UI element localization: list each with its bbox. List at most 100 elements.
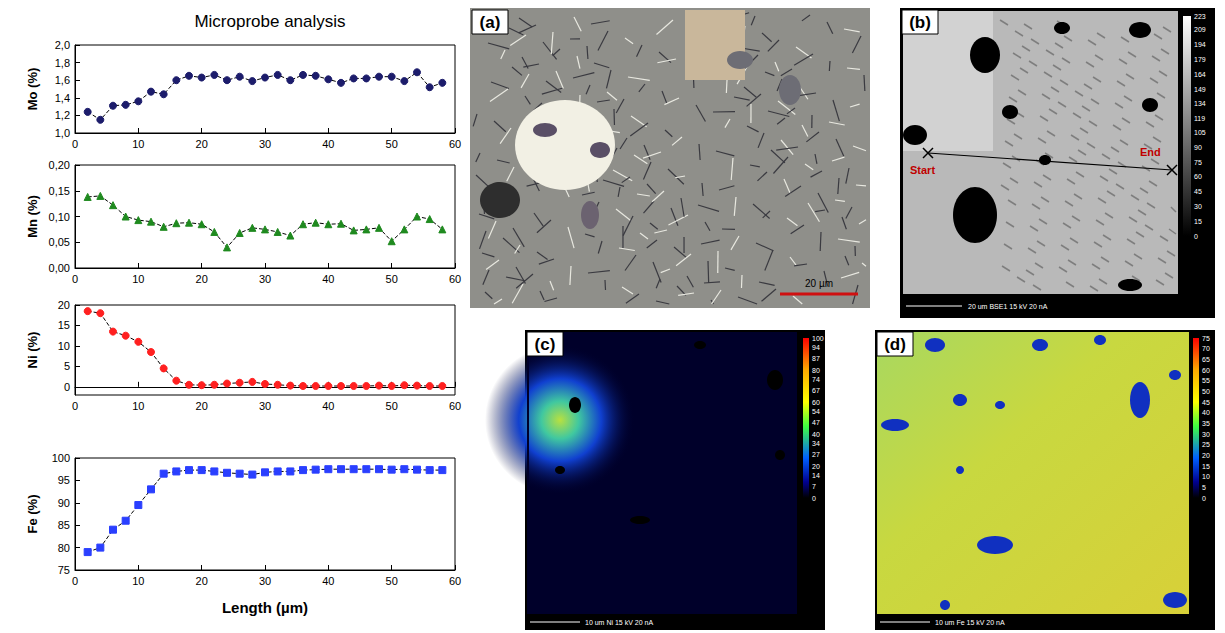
svg-text:Mo (%): Mo (%): [25, 68, 40, 111]
svg-text:0,00: 0,00: [49, 262, 70, 274]
svg-text:10: 10: [1202, 473, 1210, 480]
svg-text:100: 100: [52, 452, 70, 464]
svg-text:134: 134: [1194, 100, 1206, 107]
svg-text:0,15: 0,15: [49, 185, 70, 197]
svg-text:75: 75: [1202, 335, 1210, 342]
svg-text:47: 47: [812, 419, 820, 426]
svg-text:30: 30: [1194, 203, 1202, 210]
svg-text:60: 60: [1194, 173, 1202, 180]
svg-text:(a): (a): [480, 13, 501, 32]
svg-text:60: 60: [449, 273, 461, 285]
svg-text:90: 90: [58, 497, 70, 509]
svg-text:40: 40: [322, 575, 334, 587]
svg-text:30: 30: [259, 400, 271, 412]
svg-text:Start: Start: [910, 164, 935, 176]
svg-text:Fe (%): Fe (%): [25, 495, 40, 534]
svg-text:80: 80: [58, 542, 70, 554]
svg-text:5: 5: [64, 360, 70, 372]
svg-text:40: 40: [322, 400, 334, 412]
svg-text:(d): (d): [884, 335, 906, 354]
svg-text:45: 45: [1194, 188, 1202, 195]
svg-text:1,2: 1,2: [55, 109, 70, 121]
svg-text:Ni (%): Ni (%): [25, 332, 40, 369]
svg-text:65: 65: [1202, 356, 1210, 363]
svg-text:67: 67: [812, 387, 820, 394]
svg-text:60: 60: [1202, 367, 1210, 374]
svg-text:20: 20: [196, 400, 208, 412]
svg-text:15: 15: [58, 319, 70, 331]
svg-text:100: 100: [812, 335, 824, 342]
svg-text:End: End: [1140, 146, 1161, 158]
svg-text:80: 80: [812, 367, 820, 374]
svg-text:40: 40: [1202, 409, 1210, 416]
svg-text:20 um BSE1 15 kV 20 nA: 20 um BSE1 15 kV 20 nA: [968, 303, 1048, 310]
svg-text:0: 0: [72, 575, 78, 587]
svg-text:0,10: 0,10: [49, 211, 70, 223]
svg-text:20: 20: [58, 299, 70, 311]
svg-text:164: 164: [1194, 71, 1206, 78]
svg-text:75: 75: [1194, 159, 1202, 166]
svg-text:95: 95: [58, 474, 70, 486]
svg-text:27: 27: [812, 451, 820, 458]
svg-text:149: 149: [1194, 86, 1206, 93]
svg-text:10: 10: [132, 273, 144, 285]
svg-text:70: 70: [1202, 345, 1210, 352]
svg-text:2,0: 2,0: [55, 39, 70, 51]
svg-text:Mn (%): Mn (%): [25, 195, 40, 238]
svg-text:60: 60: [812, 399, 820, 406]
svg-text:50: 50: [1202, 388, 1210, 395]
svg-text:54: 54: [812, 408, 820, 415]
svg-text:15: 15: [1194, 218, 1202, 225]
svg-text:10: 10: [132, 138, 144, 150]
svg-text:55: 55: [1202, 377, 1210, 384]
svg-text:85: 85: [58, 519, 70, 531]
svg-text:0: 0: [812, 495, 816, 502]
svg-text:30: 30: [259, 138, 271, 150]
svg-text:Length (µm): Length (µm): [222, 599, 308, 616]
svg-text:(c): (c): [535, 335, 556, 354]
svg-text:194: 194: [1194, 41, 1206, 48]
svg-text:40: 40: [812, 431, 820, 438]
svg-text:45: 45: [1202, 399, 1210, 406]
svg-text:20: 20: [196, 575, 208, 587]
svg-text:5: 5: [1202, 484, 1206, 491]
svg-text:30: 30: [1202, 431, 1210, 438]
svg-text:10 um Fe 15 kV 20 nA: 10 um Fe 15 kV 20 nA: [935, 619, 1005, 626]
svg-text:20: 20: [1202, 452, 1210, 459]
svg-text:87: 87: [812, 355, 820, 362]
svg-text:1,4: 1,4: [55, 92, 70, 104]
svg-text:14: 14: [812, 472, 820, 479]
svg-text:10: 10: [132, 400, 144, 412]
svg-text:0: 0: [1194, 233, 1198, 240]
svg-text:50: 50: [386, 273, 398, 285]
svg-text:1,8: 1,8: [55, 57, 70, 69]
svg-text:105: 105: [1194, 129, 1206, 136]
svg-text:179: 179: [1194, 56, 1206, 63]
svg-text:30: 30: [259, 273, 271, 285]
svg-text:35: 35: [1202, 420, 1210, 427]
svg-text:0: 0: [72, 138, 78, 150]
svg-text:1,0: 1,0: [55, 127, 70, 139]
svg-text:50: 50: [386, 138, 398, 150]
svg-text:Microprobe analysis: Microprobe analysis: [194, 12, 345, 31]
svg-text:75: 75: [58, 564, 70, 576]
svg-text:0,20: 0,20: [49, 159, 70, 171]
svg-text:10: 10: [58, 340, 70, 352]
svg-text:0,05: 0,05: [49, 236, 70, 248]
svg-text:60: 60: [449, 138, 461, 150]
svg-text:0: 0: [72, 273, 78, 285]
svg-text:0: 0: [72, 400, 78, 412]
svg-text:30: 30: [259, 575, 271, 587]
svg-text:209: 209: [1194, 26, 1206, 33]
svg-text:1,6: 1,6: [55, 74, 70, 86]
svg-text:(b): (b): [909, 13, 931, 32]
svg-text:0: 0: [1202, 495, 1206, 502]
svg-text:94: 94: [812, 344, 820, 351]
svg-text:223: 223: [1194, 13, 1206, 20]
svg-text:40: 40: [322, 273, 334, 285]
svg-text:50: 50: [386, 400, 398, 412]
svg-text:50: 50: [386, 575, 398, 587]
svg-text:15: 15: [1202, 463, 1210, 470]
svg-text:90: 90: [1194, 144, 1202, 151]
svg-text:60: 60: [449, 400, 461, 412]
